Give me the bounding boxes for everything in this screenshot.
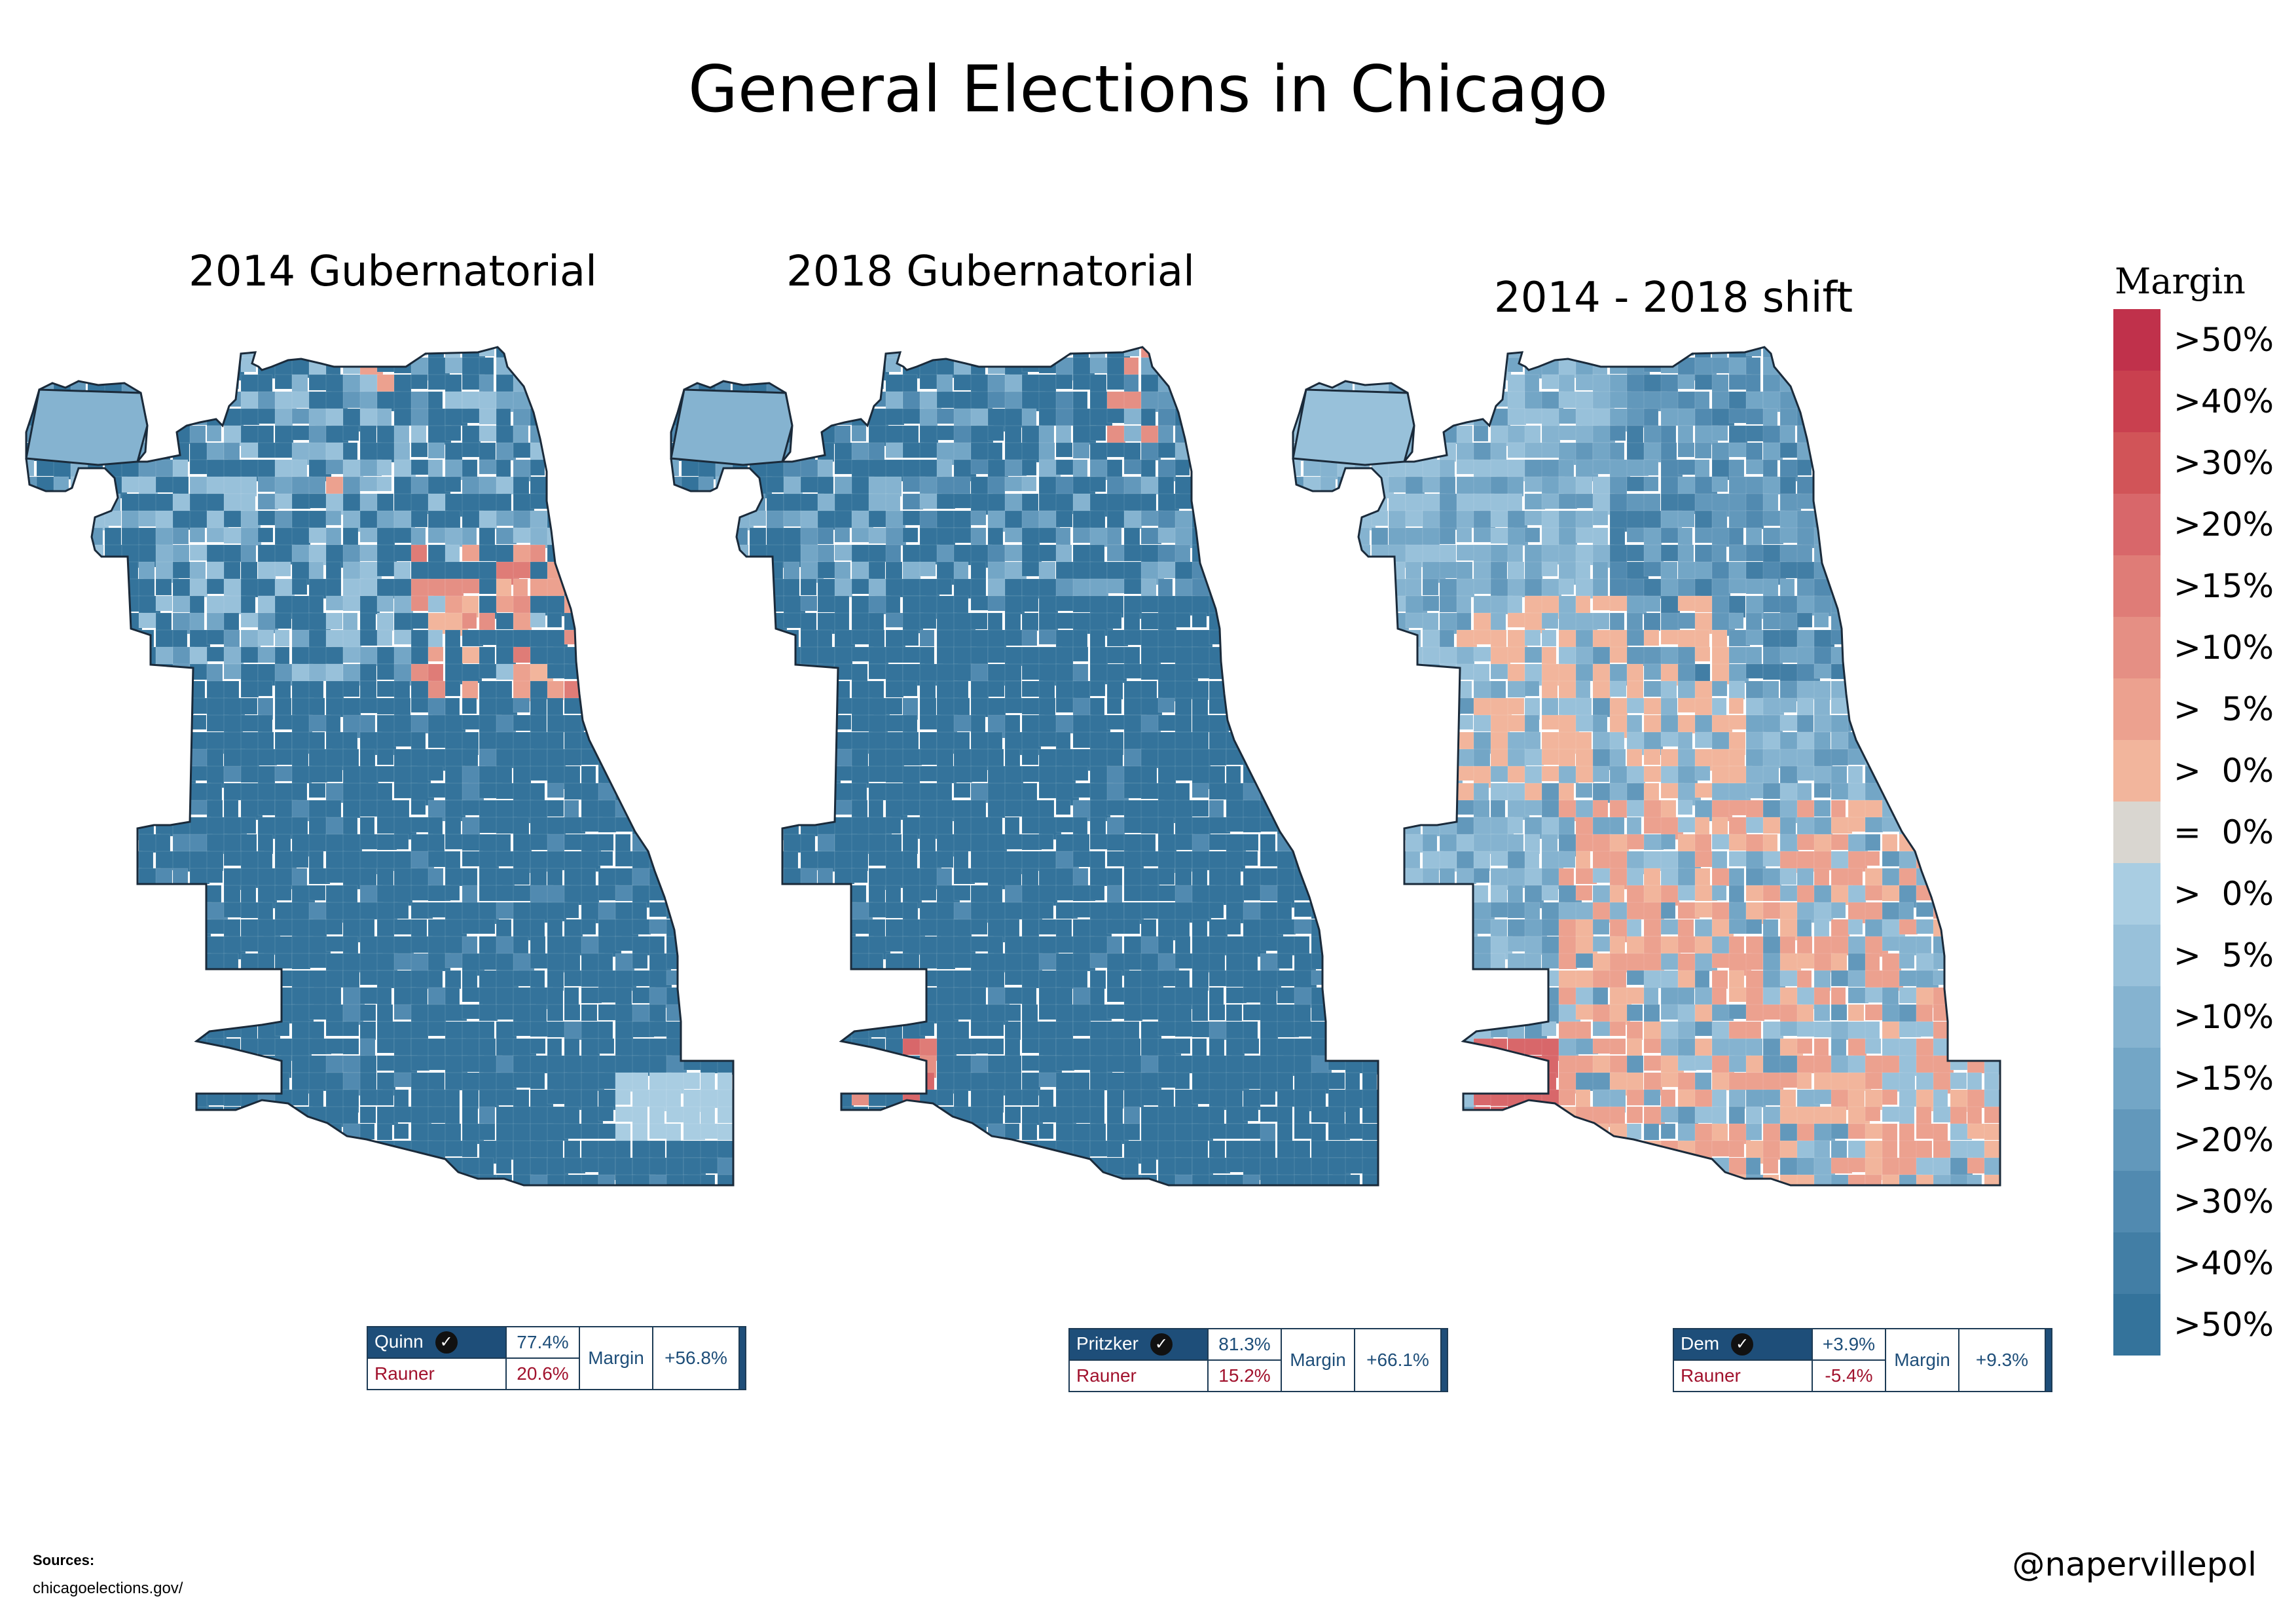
margin-label: Margin	[579, 1326, 653, 1390]
table-edge	[1440, 1328, 1448, 1392]
results-table-2018: Pritzker ✓ 81.3% Margin +66.1% Rauner 15.…	[1068, 1328, 1448, 1392]
author-handle: @napervillepol	[2012, 1545, 2257, 1583]
margin-value: +9.3%	[1958, 1328, 2046, 1392]
legend-labels: >50% >40% >30% >20% >15% >10% > 5% > 0% = 0% > 0%…	[2174, 309, 2274, 1356]
map-shift	[1292, 346, 2001, 1187]
winner-cell: Dem ✓	[1673, 1328, 1813, 1361]
legend-swatch	[2113, 925, 2160, 986]
legend-label: >15%	[2174, 1060, 2274, 1098]
city-boundary	[1292, 346, 2001, 1187]
legend-label: >40%	[2174, 1244, 2274, 1282]
map-2018	[670, 346, 1379, 1187]
results-table-2014: Quinn ✓ 77.4% Margin +56.8% Rauner 20.6%	[367, 1326, 746, 1390]
winner-cell: Quinn ✓	[367, 1326, 507, 1359]
legend-label: > 0%	[2174, 875, 2274, 913]
margin-label: Margin	[1885, 1328, 1959, 1392]
winner-name: Pritzker	[1076, 1333, 1139, 1354]
loser-name: Rauner	[367, 1357, 507, 1390]
legend-label: >10%	[2174, 998, 2274, 1036]
legend-swatch	[2113, 371, 2160, 432]
winner-pct: 81.3%	[1207, 1328, 1282, 1361]
legend-label: >10%	[2174, 629, 2274, 667]
legend-label: > 5%	[2174, 936, 2274, 974]
page-title: General Elections in Chicago	[688, 52, 1608, 127]
loser-pct: 20.6%	[505, 1357, 580, 1390]
legend-label: >40%	[2174, 382, 2274, 420]
city-boundary	[25, 346, 735, 1187]
legend-label: >50%	[2174, 1306, 2274, 1344]
legend-label: >20%	[2174, 506, 2274, 544]
checkmark-circle-icon: ✓	[1731, 1333, 1754, 1356]
legend-title: Margin	[2115, 261, 2246, 302]
checkmark-circle-icon: ✓	[435, 1331, 458, 1354]
winner-pct: +3.9%	[1812, 1328, 1886, 1361]
legend-label: >50%	[2174, 321, 2274, 359]
legend-swatch	[2113, 555, 2160, 617]
winner-name: Quinn	[374, 1331, 424, 1352]
map-title-shift: 2014 - 2018 shift	[1493, 274, 1853, 322]
legend-label: = 0%	[2174, 813, 2274, 851]
sources-heading: Sources:	[33, 1552, 95, 1568]
loser-pct: -5.4%	[1812, 1359, 1886, 1392]
legend-label: > 0%	[2174, 752, 2274, 790]
winner-pct: 77.4%	[505, 1326, 580, 1359]
margin-label: Margin	[1281, 1328, 1355, 1392]
map-title-2018: 2018 Gubernatorial	[786, 248, 1195, 296]
legend-swatch	[2113, 432, 2160, 494]
map-title-2014: 2014 Gubernatorial	[189, 248, 597, 296]
legend-swatch	[2113, 678, 2160, 740]
ohare-area	[1292, 388, 1415, 466]
table-edge	[738, 1326, 746, 1390]
sources-link[interactable]: chicagoelections.gov/	[33, 1579, 183, 1597]
margin-value: +56.8%	[652, 1326, 740, 1390]
legend-swatch	[2113, 1294, 2160, 1356]
ohare-area	[25, 388, 149, 466]
legend-label: >30%	[2174, 1183, 2274, 1221]
legend-color-bar	[2113, 309, 2160, 1356]
legend-swatch	[2113, 740, 2160, 802]
legend-label: > 5%	[2174, 690, 2274, 728]
ohare-area	[670, 388, 793, 466]
legend-swatch	[2113, 1171, 2160, 1232]
winner-cell: Pritzker ✓	[1068, 1328, 1209, 1361]
legend-swatch	[2113, 494, 2160, 555]
table-edge	[2045, 1328, 2052, 1392]
loser-pct: 15.2%	[1207, 1359, 1282, 1392]
legend-swatch	[2113, 1048, 2160, 1109]
precinct-layer	[1293, 347, 2000, 1185]
winner-name: Dem	[1681, 1333, 1720, 1354]
checkmark-circle-icon: ✓	[1150, 1333, 1173, 1356]
legend-swatch	[2113, 309, 2160, 371]
legend-swatch	[2113, 1109, 2160, 1171]
legend-label: >30%	[2174, 444, 2274, 482]
legend-swatch	[2113, 1232, 2160, 1294]
legend-label: >15%	[2174, 567, 2274, 605]
margin-value: +66.1%	[1354, 1328, 1442, 1392]
legend-swatch	[2113, 863, 2160, 925]
legend-swatch	[2113, 986, 2160, 1048]
loser-name: Rauner	[1673, 1359, 1813, 1392]
legend-label: >20%	[2174, 1121, 2274, 1159]
city-boundary	[670, 346, 1379, 1187]
loser-name: Rauner	[1068, 1359, 1209, 1392]
legend-swatch	[2113, 802, 2160, 863]
legend-swatch	[2113, 617, 2160, 678]
results-table-shift: Dem ✓ +3.9% Margin +9.3% Rauner -5.4%	[1673, 1328, 2052, 1392]
map-2014	[25, 346, 735, 1187]
